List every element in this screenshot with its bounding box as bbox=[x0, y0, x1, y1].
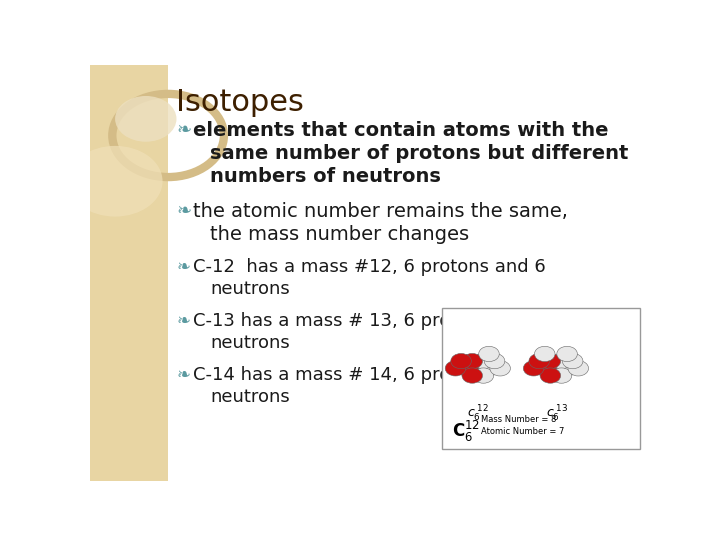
Circle shape bbox=[473, 354, 494, 369]
Text: ❧: ❧ bbox=[176, 202, 192, 220]
Circle shape bbox=[462, 354, 482, 369]
FancyBboxPatch shape bbox=[441, 308, 639, 449]
Circle shape bbox=[467, 361, 488, 376]
Circle shape bbox=[562, 354, 583, 369]
Text: $\mathit{c}_6^{\;13}$: $\mathit{c}_6^{\;13}$ bbox=[546, 404, 569, 424]
Circle shape bbox=[529, 354, 549, 369]
Circle shape bbox=[462, 368, 482, 383]
Circle shape bbox=[456, 361, 477, 376]
Text: Isotopes: Isotopes bbox=[176, 87, 305, 117]
Text: Atomic Number = 7: Atomic Number = 7 bbox=[481, 427, 564, 436]
Circle shape bbox=[115, 96, 176, 141]
Circle shape bbox=[540, 368, 561, 383]
FancyBboxPatch shape bbox=[90, 65, 168, 481]
Circle shape bbox=[540, 354, 561, 369]
Text: $\mathit{c}_6^{\;12}$: $\mathit{c}_6^{\;12}$ bbox=[467, 404, 489, 424]
Text: neutrons: neutrons bbox=[210, 280, 289, 298]
Text: $\mathbf{C}_6^{12}$: $\mathbf{C}_6^{12}$ bbox=[451, 419, 480, 444]
Text: C-14 has a mass # 14, 6 protons and: C-14 has a mass # 14, 6 protons and bbox=[193, 366, 529, 384]
Text: C-12  has a mass #12, 6 protons and 6: C-12 has a mass #12, 6 protons and 6 bbox=[193, 258, 546, 276]
Text: C-13 has a mass # 13, 6 protons and 7: C-13 has a mass # 13, 6 protons and 7 bbox=[193, 312, 546, 330]
Circle shape bbox=[546, 361, 566, 376]
Circle shape bbox=[523, 361, 544, 376]
Text: Mass Number = 8: Mass Number = 8 bbox=[481, 415, 556, 424]
Text: the atomic number remains the same,: the atomic number remains the same, bbox=[193, 202, 568, 221]
Circle shape bbox=[485, 354, 505, 369]
Circle shape bbox=[557, 361, 577, 376]
Circle shape bbox=[473, 368, 494, 383]
Circle shape bbox=[451, 354, 472, 369]
Circle shape bbox=[534, 346, 555, 362]
Text: ❧: ❧ bbox=[176, 366, 190, 384]
Circle shape bbox=[479, 346, 499, 362]
Text: ❧: ❧ bbox=[176, 121, 192, 139]
Text: same number of protons but different: same number of protons but different bbox=[210, 144, 629, 163]
Circle shape bbox=[552, 368, 572, 383]
Circle shape bbox=[68, 146, 163, 217]
Circle shape bbox=[534, 361, 555, 376]
Text: neutrons: neutrons bbox=[210, 388, 289, 406]
Text: ❧: ❧ bbox=[176, 258, 190, 276]
Circle shape bbox=[490, 361, 510, 376]
Text: ❧: ❧ bbox=[176, 312, 190, 330]
Circle shape bbox=[557, 346, 577, 362]
Circle shape bbox=[445, 361, 466, 376]
Text: the mass number changes: the mass number changes bbox=[210, 225, 469, 244]
Text: neutrons: neutrons bbox=[210, 334, 289, 352]
Text: elements that contain atoms with the: elements that contain atoms with the bbox=[193, 121, 608, 140]
Circle shape bbox=[568, 361, 588, 376]
Text: numbers of neutrons: numbers of neutrons bbox=[210, 167, 441, 186]
Circle shape bbox=[479, 361, 499, 376]
Circle shape bbox=[552, 354, 572, 369]
